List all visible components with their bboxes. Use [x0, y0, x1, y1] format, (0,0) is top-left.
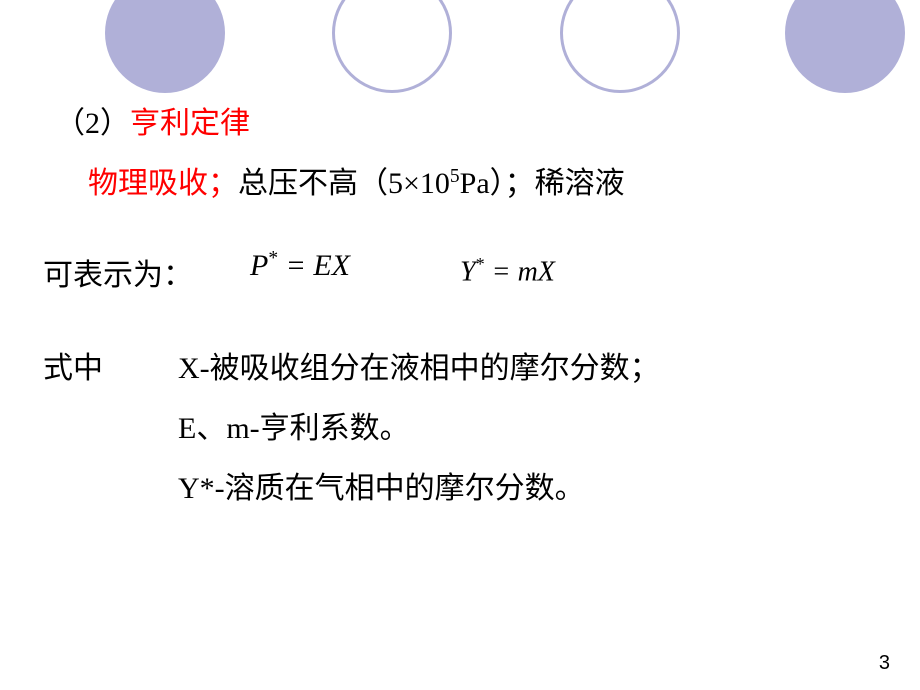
eq1-rhs: = EX — [278, 249, 350, 282]
cond-black-1: 总压不高（5×10 — [238, 167, 450, 200]
eq1-star: * — [268, 248, 278, 269]
expr-label: 可表示为： — [43, 250, 193, 294]
page-number: 3 — [879, 652, 890, 675]
def-x: X-被吸收组分在液相中的摩尔分数； — [178, 343, 660, 387]
eq2-Y: Y — [460, 256, 476, 287]
eq1-P: P — [250, 249, 268, 282]
cond-black-2: Pa）；稀溶液 — [460, 167, 625, 200]
title-prefix: （2） — [55, 107, 130, 140]
eq2-rhs: = mX — [485, 256, 555, 287]
def-y: Y*-溶质在气相中的摩尔分数。 — [178, 463, 585, 507]
def-em: E、m-亨利系数。 — [178, 403, 410, 447]
def-label: 式中 — [43, 343, 103, 387]
cond-sup: 5 — [450, 166, 460, 187]
eq2-star: * — [476, 254, 485, 274]
cond-red: 物理吸收； — [88, 167, 238, 200]
title-main: 亨利定律 — [130, 107, 250, 140]
